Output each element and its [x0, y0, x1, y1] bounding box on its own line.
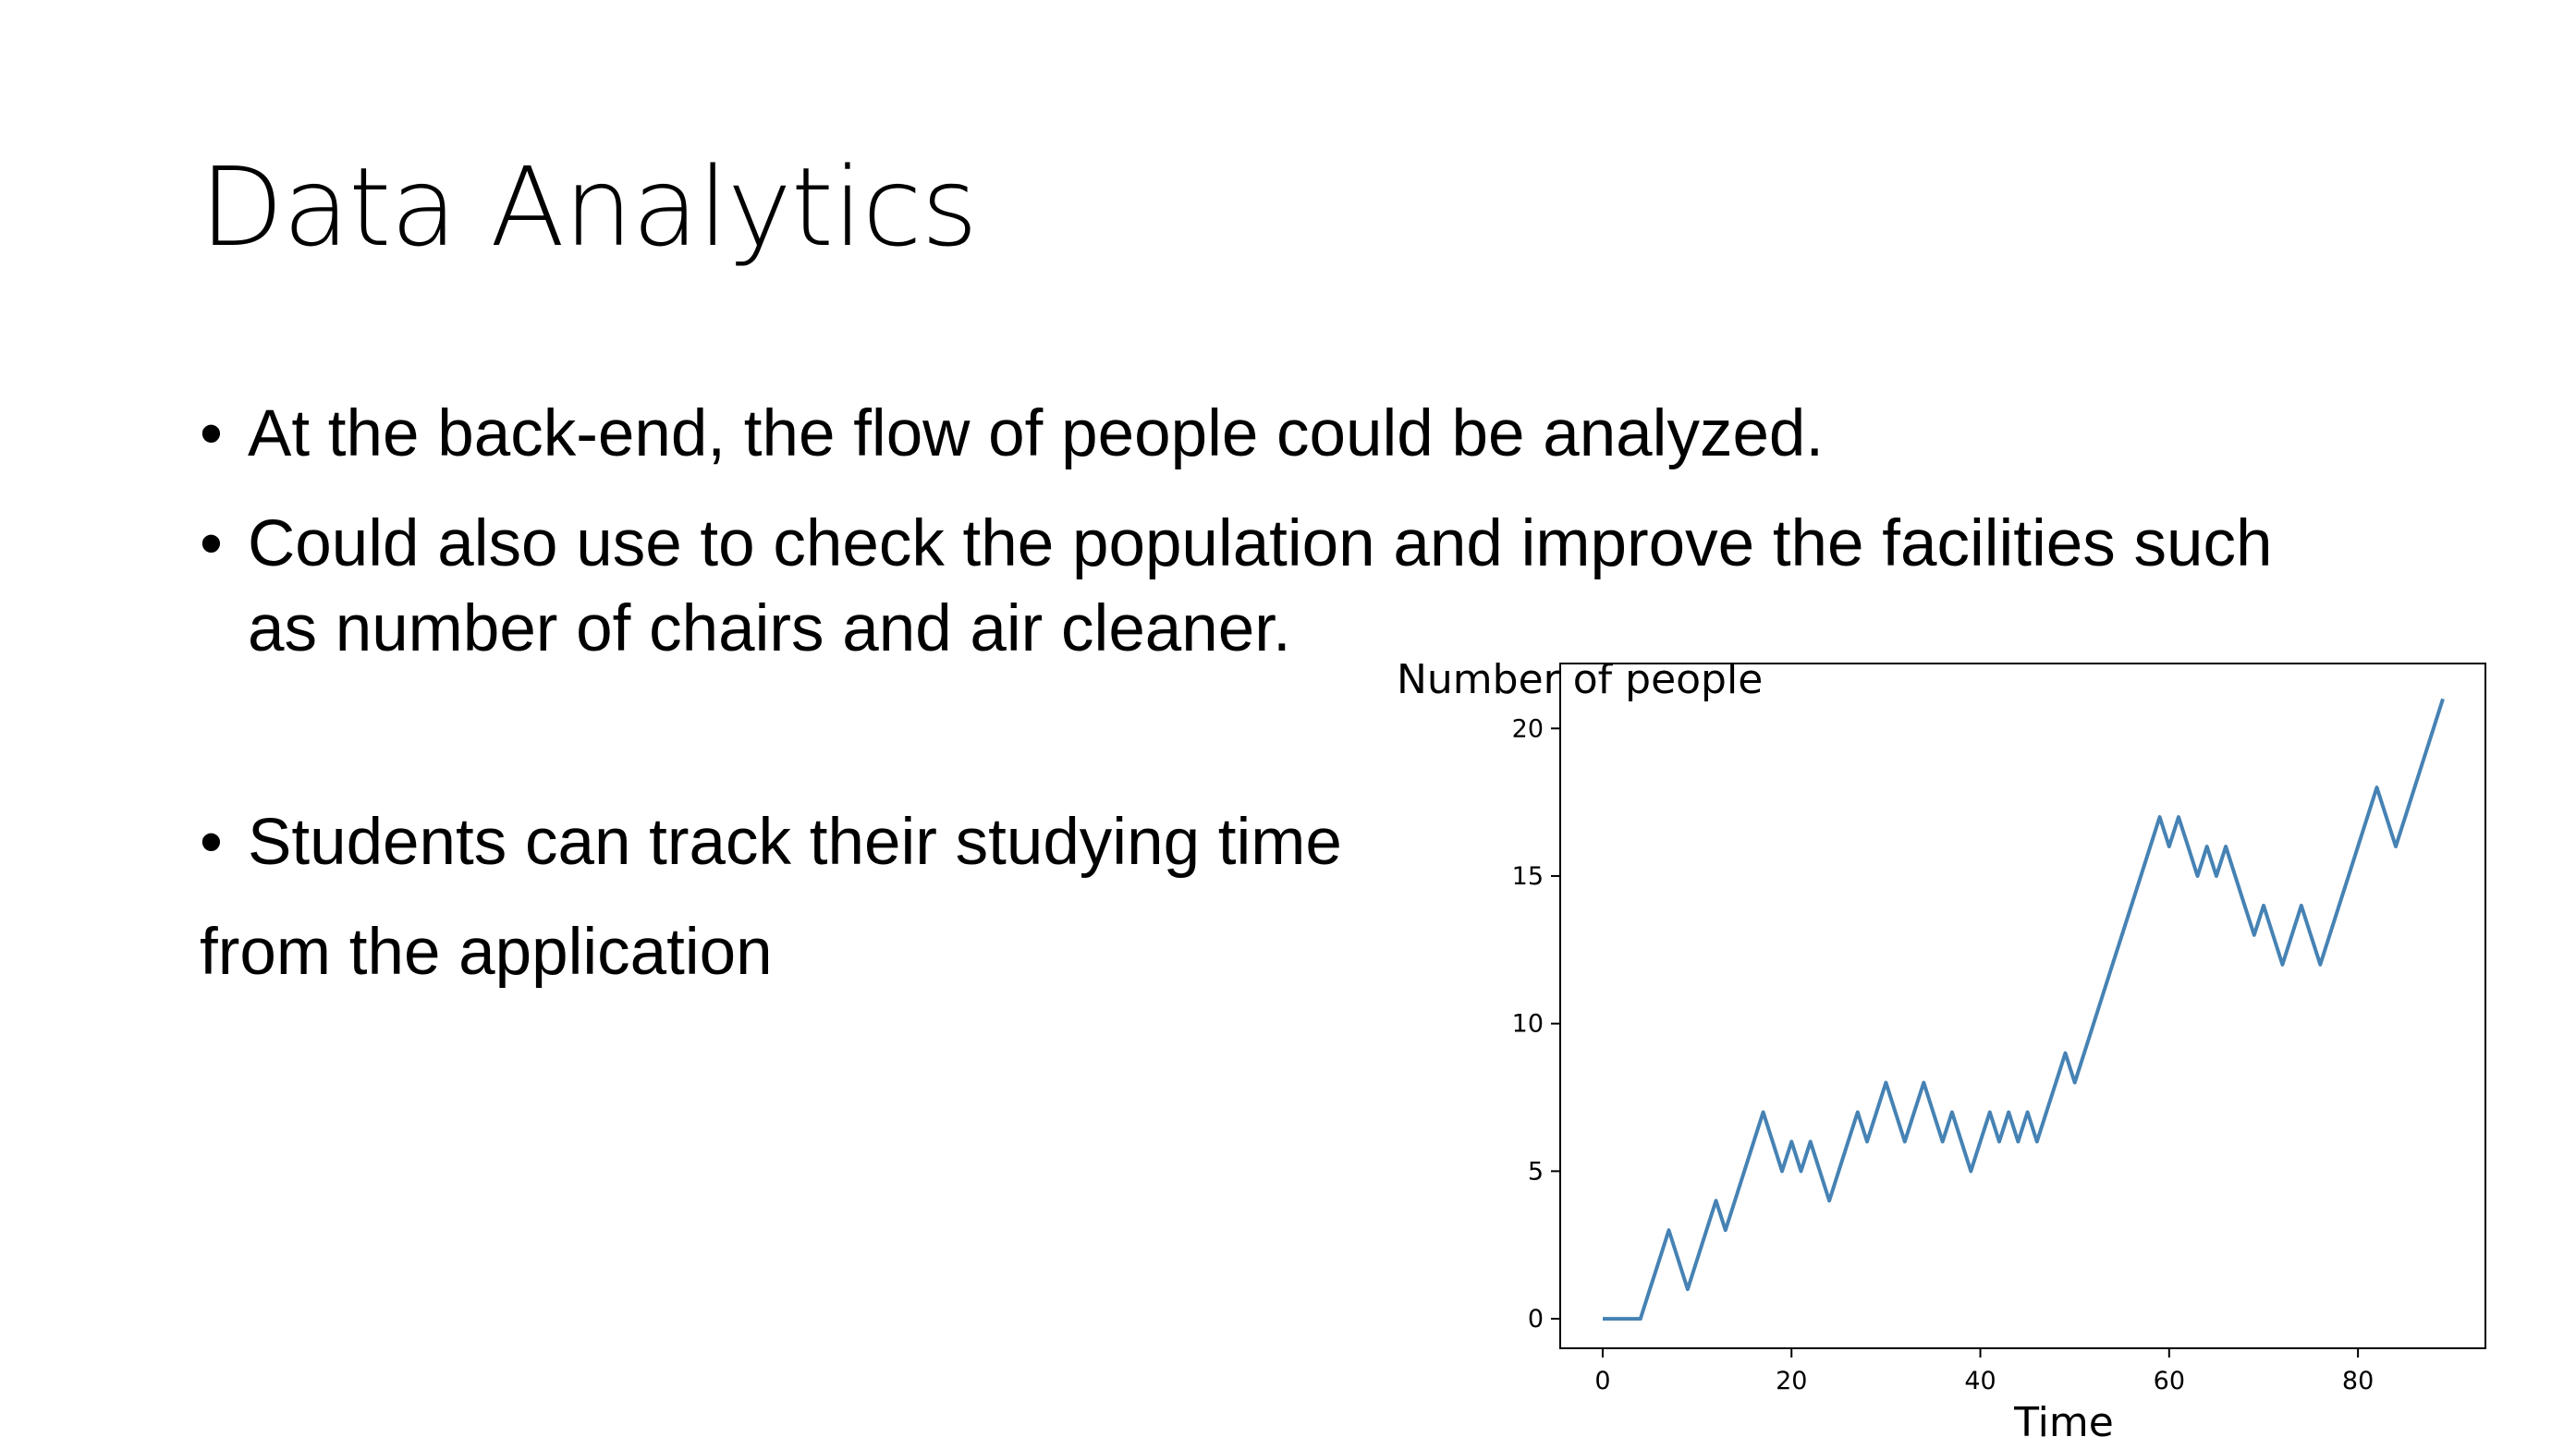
bullet-marker: • [200, 806, 223, 879]
bullet-marker: • [200, 507, 223, 580]
bullet-text: At the back-end, the flow of people coul… [248, 397, 1825, 470]
y-tick-label: 15 [1512, 862, 1544, 891]
x-axis-label: Time [2013, 1399, 2114, 1446]
body-text-line: from the application [200, 916, 773, 989]
y-tick-label: 0 [1528, 1305, 1544, 1333]
x-axis-ticks: 0 20 40 60 80 [1594, 1348, 2374, 1395]
bullet-text: as number of chairs and air cleaner. [248, 592, 1291, 665]
slide-title: Data Analytics [200, 143, 978, 271]
y-axis-ticks: 0 5 10 15 20 [1512, 714, 1560, 1333]
series-line [1603, 698, 2445, 1321]
plot-area-frame [1559, 663, 2486, 1349]
bullet-marker: • [200, 397, 223, 470]
x-tick-label: 20 [1776, 1367, 1807, 1395]
x-tick-label: 0 [1594, 1367, 1610, 1395]
x-tick-label: 80 [2342, 1367, 2374, 1395]
y-tick-label: 20 [1512, 714, 1544, 743]
x-tick-label: 40 [1964, 1367, 1996, 1395]
y-tick-label: 5 [1528, 1157, 1544, 1186]
bullet-text: Could also use to check the population a… [248, 507, 2273, 580]
y-tick-label: 10 [1512, 1010, 1544, 1039]
line-chart: 0 20 40 60 80 0 5 10 15 20 Number of people Time [1397, 656, 2486, 1446]
x-tick-label: 60 [2154, 1367, 2185, 1395]
y-axis-label: Number of people [1397, 656, 1763, 703]
bullet-text: Students can track their studying time [248, 806, 1342, 879]
